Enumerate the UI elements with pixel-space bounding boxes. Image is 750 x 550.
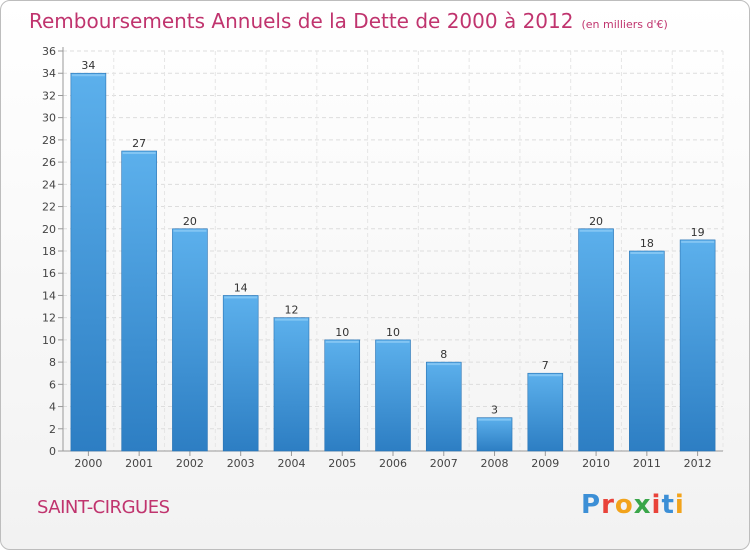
bar-highlight — [528, 374, 562, 377]
bar-2000 — [70, 72, 107, 452]
bar-highlight — [325, 340, 359, 343]
y-tick-label: 8 — [49, 356, 56, 369]
bar-2010 — [578, 228, 614, 452]
bar-highlight — [630, 252, 664, 254]
bar-highlight — [376, 340, 410, 343]
bar-2004 — [273, 317, 310, 452]
bar-highlight — [478, 418, 512, 421]
y-tick-label: 36 — [42, 45, 56, 58]
data-label-2010: 20 — [589, 215, 603, 228]
x-tick-label: 2002 — [176, 457, 204, 470]
bar-2005 — [324, 339, 361, 452]
x-tick-label: 2005 — [328, 457, 356, 470]
logo-letter: i — [651, 490, 662, 520]
y-tick-label: 2 — [49, 423, 56, 436]
bar-2003 — [222, 295, 259, 452]
y-tick-label: 18 — [42, 245, 56, 258]
data-label-2012: 19 — [691, 226, 705, 239]
bar-2011 — [629, 250, 665, 452]
logo-letter: P — [581, 490, 602, 520]
bar-highlight — [224, 296, 258, 299]
chart-title-text: Remboursements Annuels de la Dette de 20… — [29, 9, 574, 33]
y-tick-label: 14 — [42, 289, 56, 302]
x-tick-label: 2010 — [582, 457, 610, 470]
x-tick-label: 2001 — [125, 457, 153, 470]
bar-highlight — [579, 229, 613, 232]
y-tick-label: 16 — [42, 267, 56, 280]
x-tick-label: 2007 — [430, 457, 458, 470]
x-tick-label: 2004 — [277, 457, 305, 470]
y-tick-label: 26 — [42, 156, 56, 169]
proxiti-logo: Proxiti — [581, 490, 685, 520]
y-tick-label: 30 — [42, 112, 56, 125]
bar-2002 — [172, 228, 208, 452]
data-label-2011: 18 — [640, 237, 654, 250]
y-tick-label: 24 — [42, 178, 56, 191]
x-tick-label: 2011 — [633, 457, 661, 470]
bar-highlight — [427, 363, 461, 366]
bar-highlight — [681, 240, 715, 243]
labels: 0246810121416182022242628303234363420002… — [42, 45, 712, 470]
x-tick-label: 2008 — [481, 457, 509, 470]
data-label-2000: 34 — [81, 59, 95, 72]
y-tick-label: 32 — [42, 89, 56, 102]
y-tick-label: 20 — [42, 223, 56, 236]
data-label-2002: 20 — [183, 215, 197, 228]
x-tick-label: 2012 — [684, 457, 712, 470]
data-label-2009: 7 — [542, 359, 549, 372]
logo-letter: x — [633, 490, 652, 520]
data-label-2003: 14 — [234, 281, 248, 294]
data-label-2008: 3 — [491, 404, 498, 417]
y-tick-label: 6 — [49, 378, 56, 391]
y-tick-label: 22 — [42, 201, 56, 214]
bars — [70, 72, 716, 452]
logo-letter: o — [614, 490, 634, 520]
data-label-2001: 27 — [132, 137, 146, 150]
bar-2009 — [527, 372, 564, 452]
bar-highlight — [173, 229, 207, 232]
logo-letter: r — [601, 490, 615, 520]
y-tick-label: 0 — [49, 445, 56, 458]
x-tick-label: 2003 — [227, 457, 255, 470]
commune-name: SAINT-CIRGUES — [37, 497, 170, 518]
y-tick-label: 4 — [49, 401, 56, 414]
bar-2001 — [121, 150, 157, 452]
y-tick-label: 34 — [42, 67, 56, 80]
y-tick-label: 10 — [42, 334, 56, 347]
chart-unit: (en milliers d'€) — [581, 18, 668, 31]
bar-highlight — [122, 152, 156, 154]
data-label-2005: 10 — [335, 326, 349, 339]
bar-highlight — [274, 318, 308, 321]
bar-2007 — [425, 361, 462, 452]
bar-2008 — [476, 417, 513, 452]
chart-title: Remboursements Annuels de la Dette de 20… — [29, 9, 668, 33]
x-tick-label: 2009 — [531, 457, 559, 470]
x-tick-label: 2000 — [74, 457, 102, 470]
bar-highlight — [71, 74, 105, 77]
bar-2012 — [679, 239, 716, 452]
y-tick-label: 12 — [42, 312, 56, 325]
y-tick-label: 28 — [42, 134, 56, 147]
data-label-2007: 8 — [440, 348, 447, 361]
x-tick-label: 2006 — [379, 457, 407, 470]
data-label-2004: 12 — [284, 304, 298, 317]
logo-letter: i — [674, 490, 685, 520]
logo-letter: t — [661, 490, 675, 520]
data-label-2006: 10 — [386, 326, 400, 339]
bar-2006 — [375, 339, 411, 452]
